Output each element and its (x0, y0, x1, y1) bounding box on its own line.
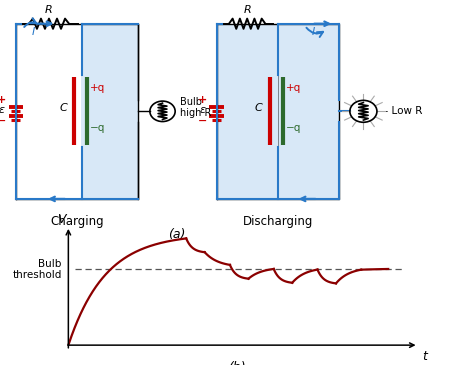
Text: t: t (422, 350, 427, 362)
Text: V: V (57, 213, 66, 226)
Text: R: R (243, 5, 251, 15)
Text: – Low R: – Low R (383, 106, 422, 116)
Text: (a): (a) (168, 228, 186, 241)
Bar (217, 24, 278, 199)
Text: I: I (312, 27, 315, 37)
Text: +: + (198, 95, 207, 105)
Text: C: C (255, 103, 263, 113)
Text: −: − (0, 115, 6, 125)
Text: −: − (198, 115, 207, 125)
Text: C: C (59, 103, 67, 113)
Text: (b): (b) (228, 361, 246, 365)
Text: +q: +q (286, 83, 301, 93)
Text: ε: ε (0, 105, 4, 115)
Bar (81, 24, 137, 199)
Text: I: I (31, 27, 35, 37)
Text: +q: +q (90, 83, 106, 93)
Text: ε: ε (199, 105, 205, 115)
Text: Discharging: Discharging (242, 215, 313, 228)
Text: R: R (45, 5, 53, 15)
Text: −q: −q (286, 123, 301, 133)
Bar (278, 24, 338, 199)
Text: −q: −q (90, 123, 106, 133)
Text: +: + (0, 95, 6, 105)
Text: Bulb
threshold: Bulb threshold (12, 259, 62, 280)
Text: Charging: Charging (50, 215, 103, 228)
Text: Bulb
high R: Bulb high R (180, 97, 211, 119)
